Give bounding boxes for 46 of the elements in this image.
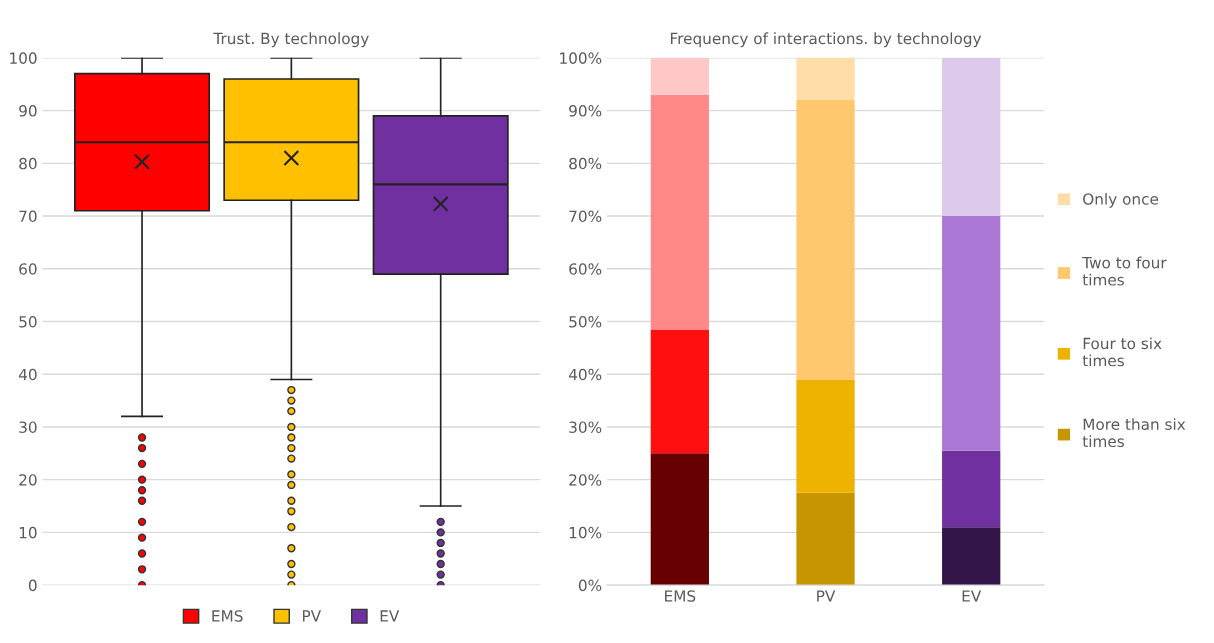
y-tick-label: 10% bbox=[569, 526, 602, 539]
y-tick-label: 60 bbox=[19, 263, 37, 275]
y-tick-label: 40 bbox=[18, 368, 37, 381]
legend-label: Two to four times bbox=[1082, 256, 1167, 286]
legend-label: Four to six times bbox=[1082, 337, 1162, 367]
bar bbox=[942, 216, 1001, 451]
y-tick-label: 90% bbox=[569, 105, 602, 117]
bar bbox=[650, 453, 709, 586]
y-tick-label: 20% bbox=[569, 474, 602, 486]
bar bbox=[796, 492, 855, 586]
y-tick-label: 100% bbox=[560, 52, 602, 64]
bar bbox=[796, 379, 855, 493]
y-tick-label: 30 bbox=[19, 421, 37, 433]
y-tick-label: 0% bbox=[578, 579, 602, 592]
y-tick-label: 100 bbox=[10, 52, 37, 64]
y-tick-label: 30% bbox=[569, 421, 602, 433]
bar bbox=[650, 94, 709, 330]
x-tick-label: EV bbox=[962, 590, 982, 602]
legend-label: PV bbox=[302, 610, 322, 622]
bar bbox=[796, 57, 855, 101]
y-tick-label: 0 bbox=[28, 579, 37, 592]
bar bbox=[650, 57, 709, 95]
legend-label: EMS bbox=[212, 610, 243, 622]
y-tick-label: 80 bbox=[19, 157, 37, 170]
bar bbox=[796, 100, 855, 380]
bar bbox=[942, 527, 1001, 586]
legend-label: EV bbox=[380, 610, 400, 622]
chart-title: Frequency of interactions. by technology bbox=[670, 32, 982, 48]
y-tick-label: 50 bbox=[19, 315, 37, 328]
y-tick-label: 60% bbox=[569, 263, 602, 275]
y-tick-label: 40% bbox=[568, 368, 602, 381]
y-tick-label: 80% bbox=[569, 157, 602, 170]
y-tick-label: 70% bbox=[569, 210, 602, 223]
y-tick-label: 90 bbox=[19, 105, 37, 117]
legend-label: Only once bbox=[1083, 192, 1159, 208]
y-tick-label: 50% bbox=[569, 315, 602, 328]
legend-label: More than six times bbox=[1082, 418, 1186, 448]
y-tick-label: 10 bbox=[19, 526, 37, 539]
bar bbox=[942, 450, 1001, 528]
chart-title: Trust. By technology bbox=[213, 32, 369, 48]
x-tick-label: PV bbox=[817, 590, 836, 602]
x-tick-label: EMS bbox=[665, 590, 696, 602]
y-tick-label: 70 bbox=[19, 210, 37, 223]
bar bbox=[650, 329, 709, 454]
y-tick-label: 20 bbox=[19, 474, 37, 486]
bar bbox=[942, 57, 1001, 217]
